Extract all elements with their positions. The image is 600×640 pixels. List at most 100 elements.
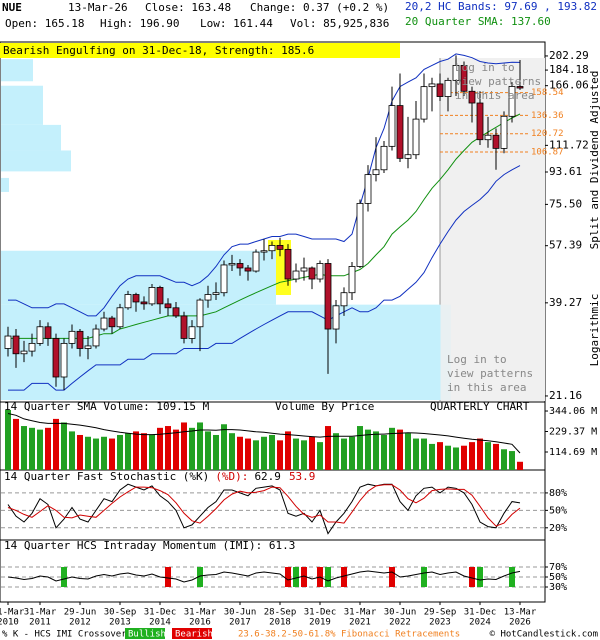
- volume-bar: [509, 451, 515, 470]
- candle-body: [372, 169, 380, 176]
- crossover-signal: [341, 567, 347, 587]
- volume-sma-line: [7, 413, 521, 454]
- title: 14 Quarter Fast Stochastic (%K): [4, 470, 209, 483]
- change: Change: 0.37 (+0.2 %): [250, 1, 389, 14]
- candle-body: [172, 307, 180, 317]
- crossover-signal: [469, 567, 475, 587]
- volume-bar: [469, 442, 475, 470]
- candle-body: [516, 86, 524, 89]
- volume-by-price-bar: [1, 177, 9, 192]
- volume-bar: [213, 434, 219, 470]
- side-label: Logarithmic: [588, 294, 600, 367]
- crossover-signal: [197, 567, 203, 587]
- y-tick-label: 344.06 M: [549, 406, 597, 417]
- candle-body: [460, 64, 468, 92]
- volume-bar: [349, 436, 355, 470]
- volume-bar: [357, 426, 363, 470]
- candle-body: [44, 326, 52, 339]
- crossover-signal: [477, 567, 483, 587]
- volume-bar: [5, 409, 11, 470]
- x-tick-label: 31-Mar: [0, 608, 25, 618]
- x-tick-label: 2023: [429, 618, 451, 628]
- volume-bar: [437, 442, 443, 470]
- candle-body: [500, 115, 508, 149]
- volume-bar: [309, 436, 315, 470]
- volume-label: QUARTERLY CHART: [430, 400, 530, 413]
- volume-bar: [517, 461, 523, 470]
- candle-body: [196, 299, 204, 328]
- k-label: 62.9: [254, 470, 281, 483]
- symbol: NUE: [2, 1, 22, 14]
- open: Open: 165.18: [5, 17, 84, 30]
- bearish-box: [172, 628, 212, 639]
- x-tick-label: 30-Jun: [384, 608, 417, 618]
- volume-bar: [165, 426, 171, 470]
- candle-body: [348, 266, 356, 294]
- volume-by-price-bar: [1, 304, 451, 400]
- candle-body: [476, 102, 484, 141]
- volume-bar: [221, 424, 227, 470]
- x-tick-label: 2018: [269, 618, 291, 628]
- volume-bar: [365, 429, 371, 470]
- lower-band: [8, 165, 521, 391]
- volume-bar: [157, 427, 163, 470]
- close: Close: 163.48: [145, 1, 231, 14]
- volume-bar: [237, 436, 243, 470]
- volume-bar: [405, 433, 411, 470]
- fibonacci-label: 136.36: [531, 111, 564, 121]
- candle-body: [12, 335, 20, 355]
- volume-by-price-bar: [1, 150, 71, 172]
- y-tick-label: 70%: [549, 562, 567, 573]
- volume-bar: [109, 438, 115, 470]
- login-note: view patterns: [455, 75, 541, 88]
- x-tick-label: 2011: [29, 618, 51, 628]
- candle-body: [484, 134, 492, 141]
- volume-bar: [141, 433, 147, 470]
- candle-body: [84, 345, 92, 349]
- volume-bar: [501, 449, 507, 470]
- candle-body: [428, 83, 436, 88]
- y-tick-label: 114.69 M: [549, 447, 597, 458]
- bearish-label: Bearish: [175, 630, 213, 640]
- y-tick-label: 202.29: [549, 49, 589, 62]
- y-tick-label: 57.39: [549, 239, 582, 252]
- volume-bar: [421, 438, 427, 470]
- x-tick-label: 30-Jun: [224, 608, 257, 618]
- candle-body: [332, 305, 340, 330]
- volume-bar: [85, 436, 91, 470]
- candle-body: [204, 294, 212, 301]
- candle-body: [412, 118, 420, 156]
- login-note: Log in to: [455, 61, 515, 74]
- x-tick-label: 2024: [469, 618, 491, 628]
- stochastic-title: 14 Quarter Fast Stochastic (%K) (%D): 62.9…: [4, 470, 315, 483]
- candle-body: [60, 342, 68, 378]
- indicator-line: [7, 483, 521, 535]
- volume-bar: [69, 431, 75, 470]
- title-d: (%D):: [215, 470, 248, 483]
- candle-body: [276, 245, 284, 250]
- login-note: Log in to: [447, 353, 507, 366]
- candle-body: [284, 248, 292, 280]
- x-tick-label: 31-Dec: [304, 608, 337, 618]
- candle-body: [404, 154, 412, 159]
- crossover-label: % K - HCS IMI Crossover,: [2, 630, 132, 640]
- date: 13-Mar-26: [68, 1, 128, 14]
- momentum-title: 14 Quarter HCS Intraday Momentum (IMI): …: [4, 539, 295, 552]
- sma-legend: 20 Quarter SMA: 137.60: [405, 15, 551, 28]
- volume-bar: [269, 434, 275, 470]
- candle-body: [164, 303, 172, 309]
- volume-bar: [493, 443, 499, 470]
- volume-by-price-bar: [1, 85, 43, 125]
- candle-body: [436, 83, 444, 97]
- banner: Bearish Engulfing on 31-Dec-18, Strength…: [3, 44, 314, 57]
- login-note: in this area: [447, 381, 526, 394]
- candle-body: [124, 294, 132, 309]
- candle-body: [116, 307, 124, 328]
- volume-bar: [37, 429, 43, 470]
- volume-bar: [333, 433, 339, 470]
- candle-body: [252, 251, 260, 272]
- x-tick-label: 31-Dec: [464, 608, 497, 618]
- volume-bar: [461, 445, 467, 470]
- y-tick-label: 20%: [549, 523, 567, 534]
